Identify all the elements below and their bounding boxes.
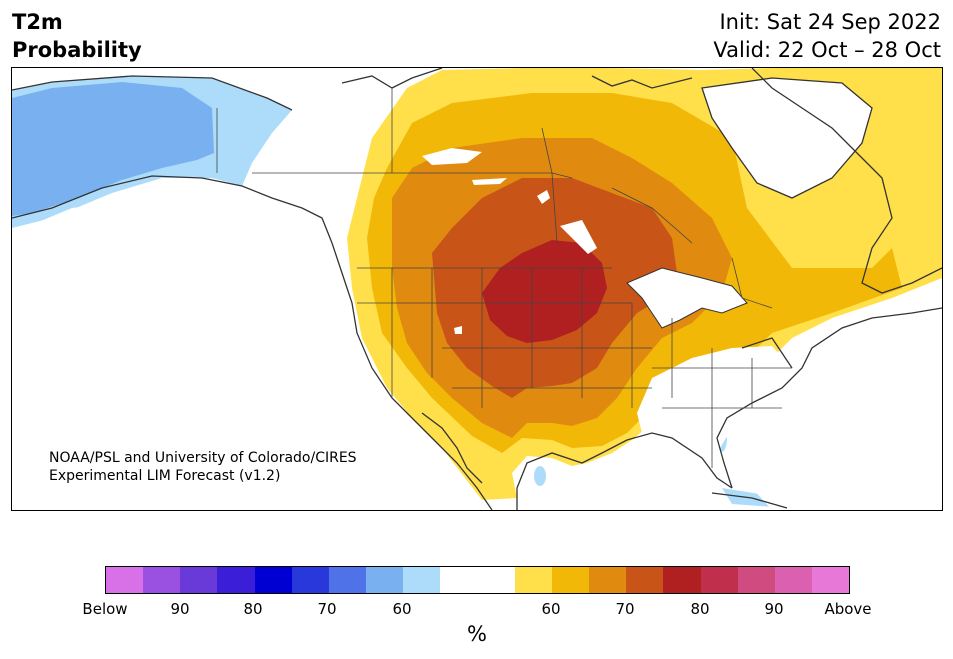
hudson-bay [702,78,872,198]
colorbar-tick-below-60: 60 [392,600,412,618]
colorbar-segment [180,567,218,593]
init-date: Init: Sat 24 Sep 2022 [719,10,941,34]
colorbar-tick-above-90: 90 [764,600,784,618]
colorbar-tick-below-70: 70 [317,600,337,618]
title-variable: T2m [12,10,63,34]
colorbar-segment [291,567,329,593]
colorbar-segment [254,567,292,593]
colorbar-tick-above-70: 70 [615,600,635,618]
data-credit: NOAA/PSL and University of Colorado/CIRE… [49,449,357,485]
gulf-of-mexico [572,448,712,510]
colorbar-segment [328,567,367,593]
credit-line-2: Experimental LIM Forecast (v1.2) [49,468,281,484]
map-title: T2m Probability [12,8,142,64]
colorbar-segment [514,567,552,593]
region-below-65 [12,82,214,216]
colorbar-tick-below-90: 90 [170,600,190,618]
region-above-80 [482,240,607,343]
atlantic-ocean [752,328,942,510]
map-canvas [12,68,942,510]
forecast-map[interactable] [11,67,943,511]
credit-line-1: NOAA/PSL and University of Colorado/CIRE… [49,450,357,466]
lake-mask [472,178,507,185]
colorbar-unit: % [467,622,487,646]
colorbar-segment [217,567,255,593]
valid-range: Valid: 22 Oct – 28 Oct [713,38,941,62]
great-lakes [626,267,748,329]
colorbar-tick-above-80: 80 [690,600,710,618]
colorbar-segment [774,567,812,593]
colorbar-segment [663,567,701,593]
colorbar-segment [106,567,144,593]
lake-mask [422,148,482,165]
colorbar-tick-above-60: 60 [541,600,561,618]
colorbar-segment [440,567,478,593]
colorbar-tick-below-80: 80 [243,600,263,618]
probability-colorbar [105,566,850,594]
colorbar-segment [403,567,441,593]
colorbar-segment [477,567,515,593]
colorbar-tick-below: Below [82,600,128,618]
colorbar-segment [366,567,404,593]
colorbar-segment [143,567,181,593]
pacific-ocean [12,188,482,510]
title-quantity: Probability [12,38,142,62]
lake-mask [454,326,462,334]
region-near-normal-southeast [637,346,792,468]
colorbar-segment [737,567,775,593]
colorbar-segment [551,567,590,593]
colorbar-segment [700,567,738,593]
forecast-dates: Init: Sat 24 Sep 2022 Valid: 22 Oct – 28… [713,8,941,64]
lake-mask [560,220,597,254]
lake-mask [537,190,550,204]
colorbar-tick-above: Above [824,600,872,618]
region-below-60-mexico [534,466,546,486]
state-borders [216,88,792,468]
colorbar-segment [811,567,850,593]
colorbar-segment [589,567,627,593]
coastlines [12,68,942,510]
colorbar-segment [626,567,664,593]
